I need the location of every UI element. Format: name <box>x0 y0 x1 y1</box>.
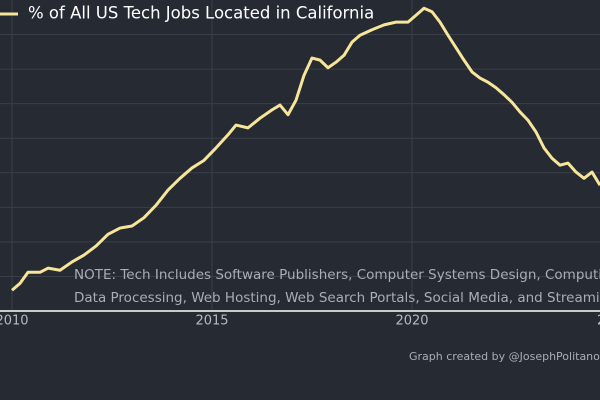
plot-area <box>11 6 600 292</box>
credit: Graph created by @JosephPolitano us <box>409 350 600 363</box>
legend-label: % of All US Tech Jobs Located in Califor… <box>28 4 374 23</box>
x-tick-label: 2020 <box>395 314 428 329</box>
note-line: Data Processing, Web Hosting, Web Search… <box>74 290 600 306</box>
data-line <box>11 6 600 292</box>
x-tick-label: 2010 <box>0 314 29 329</box>
x-tick-label: 2015 <box>195 314 228 329</box>
note-line: NOTE: Tech Includes Software Publishers,… <box>74 267 600 283</box>
x-tick-label: 2 <box>597 314 600 329</box>
